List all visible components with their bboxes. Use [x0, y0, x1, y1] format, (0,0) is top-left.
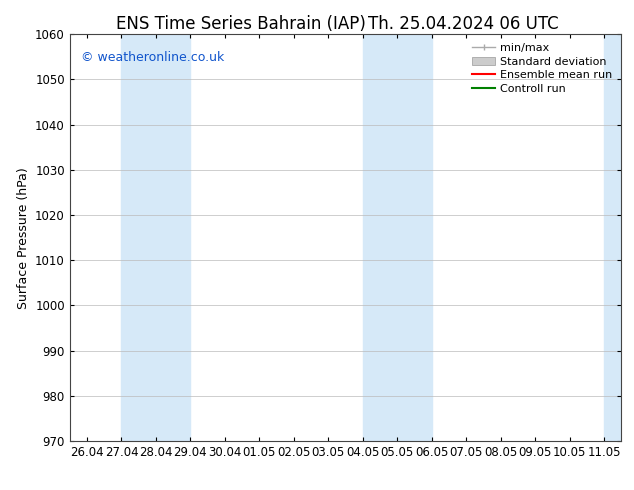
Y-axis label: Surface Pressure (hPa): Surface Pressure (hPa) [16, 167, 30, 309]
Bar [363, 34, 432, 441]
Text: Th. 25.04.2024 06 UTC: Th. 25.04.2024 06 UTC [368, 15, 558, 33]
Legend: min/max, Standard deviation, Ensemble mean run, Controll run: min/max, Standard deviation, Ensemble me… [469, 40, 616, 97]
Bar [122, 34, 190, 441]
Text: ENS Time Series Bahrain (IAP): ENS Time Series Bahrain (IAP) [116, 15, 366, 33]
Text: © weatheronline.co.uk: © weatheronline.co.uk [81, 50, 224, 64]
Bar [604, 34, 634, 441]
